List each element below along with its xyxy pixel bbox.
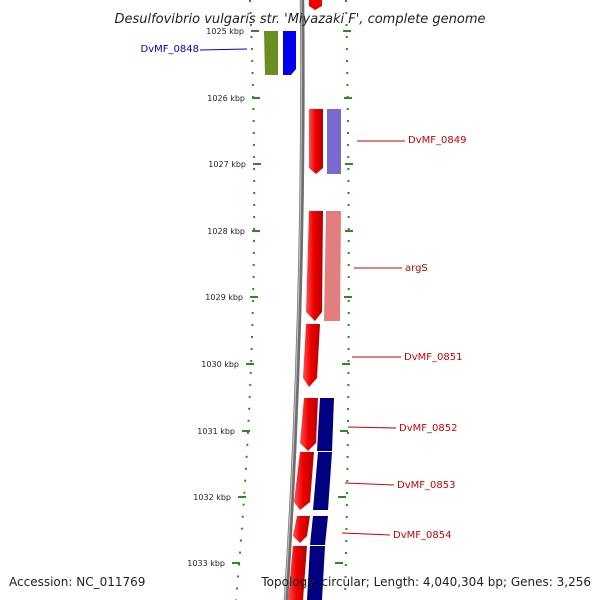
cog-block — [324, 211, 341, 321]
tick-label: 1028 kbp — [207, 227, 245, 236]
gene-block — [309, 0, 322, 10]
gene-label: DvMF_0848 — [141, 44, 199, 55]
tick-label: 1025 kbp — [206, 27, 244, 36]
map-title: Desulfovibrio vulgaris str. 'Miyazaki F'… — [114, 12, 485, 27]
gene-labels: DvMF_0848 DvMF_0849 argS DvMF_0851 DvMF_0852… — [141, 44, 467, 541]
outer-ticks — [335, 30, 353, 564]
gene-block — [309, 109, 323, 174]
tick-label: 1032 kbp — [193, 493, 231, 502]
gene-block — [293, 516, 310, 543]
tick-label: 1030 kbp — [201, 360, 239, 369]
gene-label: DvMF_0849 — [408, 135, 466, 146]
gene-label: argS — [405, 263, 428, 274]
cog-block — [313, 452, 332, 510]
inner-dotted-ring — [235, 0, 256, 600]
gene-leader-line — [344, 482, 395, 486]
cog-block — [307, 546, 325, 600]
gene-block — [300, 398, 318, 451]
dotted-rings — [235, 0, 350, 600]
gene-label: DvMF_0851 — [404, 352, 462, 363]
gene-leader-line — [341, 532, 391, 536]
gene-features — [264, 0, 341, 600]
tick-label: 1031 kbp — [197, 427, 235, 436]
gene-label: DvMF_0854 — [393, 530, 451, 541]
tick-label: 1029 kbp — [205, 293, 243, 302]
genome-backbone — [283, 0, 305, 600]
gene-label: DvMF_0852 — [399, 423, 457, 434]
gene-label: DvMF_0853 — [397, 480, 455, 491]
cog-block — [264, 31, 278, 75]
cog-block — [310, 516, 328, 545]
gene-block — [306, 211, 323, 321]
gene-block — [288, 546, 307, 600]
tick-label: 1027 kbp — [208, 160, 246, 169]
inner-ticks: 1025 kbp 1026 kbp 1027 kbp 1028 kbp 1029 kbp… — [187, 27, 261, 568]
cog-block — [317, 398, 334, 451]
cog-block — [327, 109, 341, 174]
gene-block — [283, 31, 296, 75]
tick-label: 1033 kbp — [187, 559, 225, 568]
outer-dotted-ring — [344, 0, 350, 600]
gene-leader-line — [347, 426, 397, 429]
gene-leader-line — [199, 48, 248, 51]
genome-backbone-highlight — [284, 0, 303, 600]
gene-block — [303, 324, 320, 387]
accession-text: Accession: NC_011769 — [9, 575, 145, 589]
topology-text: Topology: circular; Length: 4,040,304 bp… — [260, 575, 591, 589]
gene-block — [294, 452, 314, 510]
tick-label: 1026 kbp — [207, 94, 245, 103]
